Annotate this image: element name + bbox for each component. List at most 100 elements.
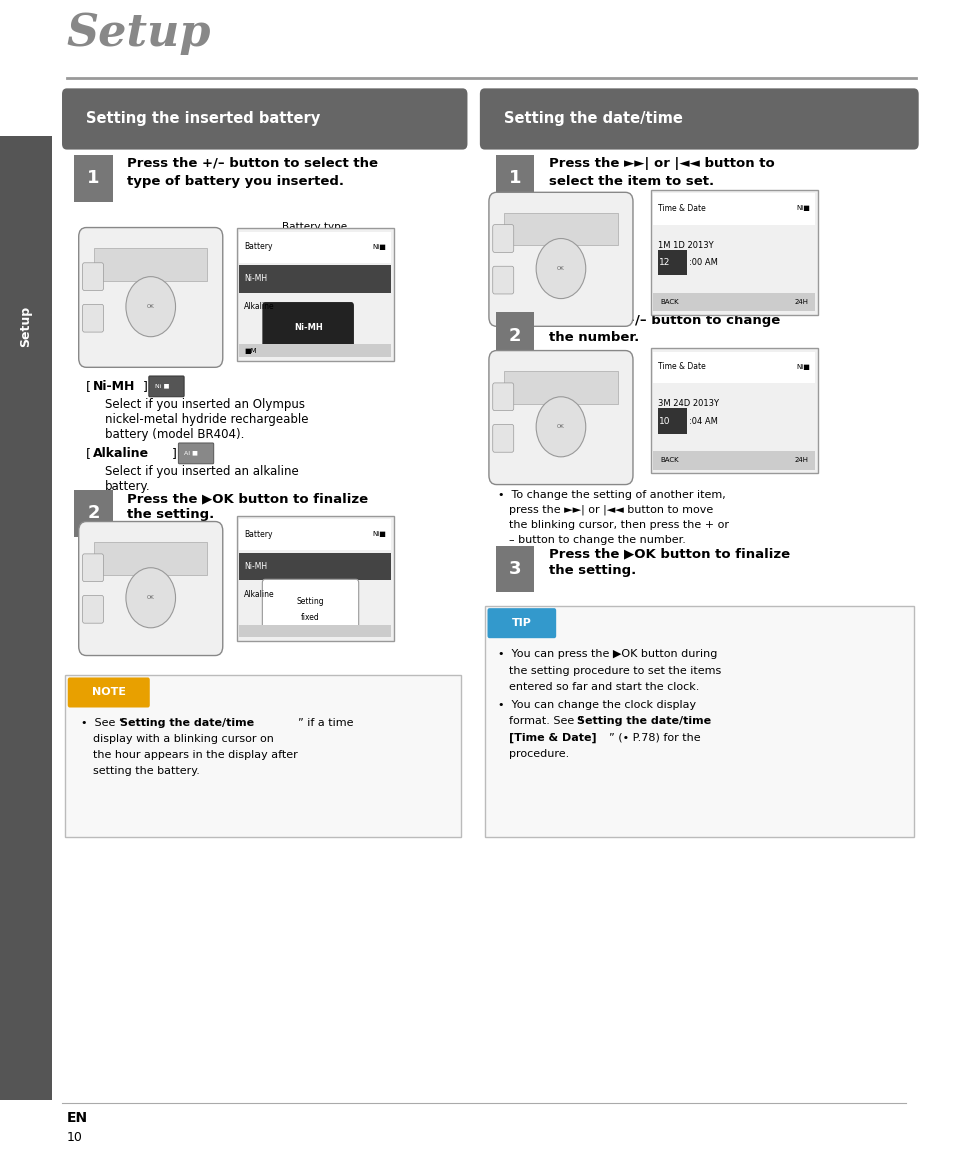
Bar <box>503 213 618 245</box>
Text: setting the battery.: setting the battery. <box>92 767 199 776</box>
FancyBboxPatch shape <box>83 595 103 623</box>
Bar <box>74 155 112 201</box>
Text: Ni ■: Ni ■ <box>154 383 169 389</box>
Bar <box>236 228 394 361</box>
FancyBboxPatch shape <box>62 88 467 149</box>
Bar <box>74 490 112 536</box>
FancyBboxPatch shape <box>262 579 358 635</box>
Text: Ni■: Ni■ <box>372 532 386 537</box>
Text: Ni■: Ni■ <box>795 205 809 212</box>
Text: Ni-MH: Ni-MH <box>92 380 134 393</box>
Text: battery.: battery. <box>105 481 151 493</box>
Text: display with a blinking cursor on: display with a blinking cursor on <box>92 734 274 743</box>
Text: Alkaline: Alkaline <box>244 302 274 312</box>
Text: OK: OK <box>557 424 564 430</box>
Bar <box>0 135 52 1100</box>
Text: Setting the date/time: Setting the date/time <box>577 717 711 726</box>
FancyBboxPatch shape <box>492 225 513 252</box>
Bar <box>503 372 618 404</box>
Text: ” if a time: ” if a time <box>297 718 353 727</box>
Text: 2: 2 <box>87 505 100 522</box>
Text: type of battery you inserted.: type of battery you inserted. <box>127 175 343 189</box>
Text: 3: 3 <box>508 559 521 578</box>
Text: Press the ▶OK button to finalize: Press the ▶OK button to finalize <box>127 492 368 505</box>
Text: Setup: Setup <box>67 12 211 54</box>
Text: ■M: ■M <box>244 347 256 353</box>
Text: the setting.: the setting. <box>127 508 213 521</box>
Text: 12: 12 <box>659 258 670 267</box>
Bar <box>239 232 391 263</box>
Text: 1: 1 <box>16 98 35 126</box>
Text: Press the ►►| or |◄◄ button to: Press the ►►| or |◄◄ button to <box>548 157 774 170</box>
FancyBboxPatch shape <box>178 444 213 463</box>
Text: nickel-metal hydride rechargeable: nickel-metal hydride rechargeable <box>105 413 308 426</box>
Text: 1M 1D 2013Y: 1M 1D 2013Y <box>658 241 713 250</box>
Text: the hour appears in the display after: the hour appears in the display after <box>92 750 297 760</box>
Text: Press the ▶OK button to finalize: Press the ▶OK button to finalize <box>548 548 789 560</box>
Text: Press the +/– button to change: Press the +/– button to change <box>548 314 779 327</box>
FancyBboxPatch shape <box>83 305 103 332</box>
Text: fixed: fixed <box>300 613 319 622</box>
Text: 10: 10 <box>659 417 670 425</box>
Text: – button to change the number.: – button to change the number. <box>509 535 685 545</box>
Text: the setting procedure to set the items: the setting procedure to set the items <box>509 666 720 675</box>
Text: Time & Date: Time & Date <box>658 362 705 372</box>
FancyBboxPatch shape <box>487 608 556 638</box>
Text: Al ■: Al ■ <box>184 450 198 456</box>
Text: format. See “: format. See “ <box>509 717 583 726</box>
Text: BACK: BACK <box>659 457 679 463</box>
Text: the blinking cursor, then press the + or: the blinking cursor, then press the + or <box>509 520 729 530</box>
Text: •  See “: • See “ <box>81 718 125 727</box>
FancyBboxPatch shape <box>492 425 513 453</box>
Text: 24H: 24H <box>793 299 807 305</box>
Text: [: [ <box>86 380 91 393</box>
Text: select the item to set.: select the item to set. <box>548 175 713 189</box>
Text: Press the +/– button to select the: Press the +/– button to select the <box>127 157 377 170</box>
Text: Setting the inserted battery: Setting the inserted battery <box>86 111 320 126</box>
Text: Alkaline: Alkaline <box>92 447 149 460</box>
Text: battery (model BR404).: battery (model BR404). <box>105 428 244 441</box>
FancyBboxPatch shape <box>492 266 513 294</box>
Text: OK: OK <box>147 305 154 309</box>
Text: Time & Date: Time & Date <box>658 204 705 213</box>
Text: Ni■: Ni■ <box>372 243 386 250</box>
FancyBboxPatch shape <box>492 383 513 411</box>
Bar <box>496 155 534 201</box>
FancyBboxPatch shape <box>78 521 222 655</box>
Text: :00 AM: :00 AM <box>688 258 717 267</box>
Text: Battery: Battery <box>244 529 273 538</box>
Bar <box>239 552 391 580</box>
FancyBboxPatch shape <box>149 376 184 397</box>
Text: procedure.: procedure. <box>509 749 569 758</box>
FancyBboxPatch shape <box>479 88 918 149</box>
FancyBboxPatch shape <box>262 302 354 353</box>
Text: Ni-MH: Ni-MH <box>294 323 322 332</box>
Text: •  You can press the ▶OK button during: • You can press the ▶OK button during <box>497 650 717 659</box>
FancyBboxPatch shape <box>488 192 633 327</box>
Text: Ni■: Ni■ <box>795 364 809 369</box>
Bar <box>653 352 814 383</box>
Text: •  You can change the clock display: • You can change the clock display <box>497 701 696 710</box>
Text: 1: 1 <box>87 169 100 188</box>
Text: TIP: TIP <box>512 618 531 628</box>
Text: Setting the date/time: Setting the date/time <box>503 111 682 126</box>
Bar <box>484 606 913 837</box>
Text: 2: 2 <box>508 327 521 345</box>
Text: Battery type: Battery type <box>282 221 347 232</box>
Text: •  To change the setting of another item,: • To change the setting of another item, <box>497 490 725 500</box>
FancyBboxPatch shape <box>83 263 103 291</box>
Bar <box>496 313 534 359</box>
Bar <box>236 515 394 640</box>
Text: :04 AM: :04 AM <box>688 417 717 425</box>
Text: 24H: 24H <box>793 457 807 463</box>
Text: entered so far and start the clock.: entered so far and start the clock. <box>509 682 700 691</box>
Text: Setting: Setting <box>296 596 323 606</box>
Text: EN: EN <box>67 1111 88 1124</box>
Text: Setup: Setup <box>19 306 32 347</box>
Text: Setting the date/time: Setting the date/time <box>120 718 254 727</box>
FancyBboxPatch shape <box>83 554 103 581</box>
Text: OK: OK <box>147 595 154 600</box>
Text: BACK: BACK <box>659 299 679 305</box>
Bar <box>239 265 391 293</box>
Bar <box>94 542 208 574</box>
